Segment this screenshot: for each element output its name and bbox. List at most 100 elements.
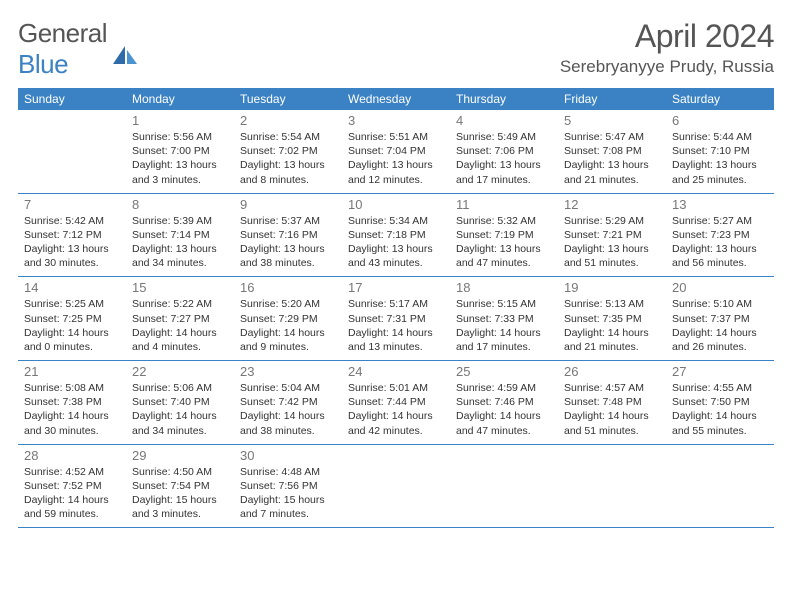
- sunrise-line: Sunrise: 5:22 AM: [132, 297, 228, 311]
- daylight-line: Daylight: 13 hours: [240, 242, 336, 256]
- weekday-header: Sunday: [18, 88, 126, 110]
- week-row: 21Sunrise: 5:08 AMSunset: 7:38 PMDayligh…: [18, 361, 774, 445]
- day-cell: 6Sunrise: 5:44 AMSunset: 7:10 PMDaylight…: [666, 110, 774, 193]
- daylight-line: Daylight: 14 hours: [24, 493, 120, 507]
- day-number: 23: [240, 364, 336, 379]
- sunrise-line: Sunrise: 4:50 AM: [132, 465, 228, 479]
- day-number: 24: [348, 364, 444, 379]
- day-cell: 1Sunrise: 5:56 AMSunset: 7:00 PMDaylight…: [126, 110, 234, 193]
- daylight-line: and 38 minutes.: [240, 424, 336, 438]
- sunrise-line: Sunrise: 4:57 AM: [564, 381, 660, 395]
- day-cell: 8Sunrise: 5:39 AMSunset: 7:14 PMDaylight…: [126, 194, 234, 277]
- sunrise-line: Sunrise: 4:48 AM: [240, 465, 336, 479]
- location: Serebryanyye Prudy, Russia: [560, 57, 774, 77]
- daylight-line: Daylight: 14 hours: [240, 326, 336, 340]
- sunrise-line: Sunrise: 5:54 AM: [240, 130, 336, 144]
- daylight-line: Daylight: 13 hours: [132, 242, 228, 256]
- sunrise-line: Sunrise: 4:52 AM: [24, 465, 120, 479]
- day-cell: 18Sunrise: 5:15 AMSunset: 7:33 PMDayligh…: [450, 277, 558, 360]
- day-cell: 26Sunrise: 4:57 AMSunset: 7:48 PMDayligh…: [558, 361, 666, 444]
- day-number: 25: [456, 364, 552, 379]
- title-block: April 2024 Serebryanyye Prudy, Russia: [560, 18, 774, 77]
- daylight-line: and 13 minutes.: [348, 340, 444, 354]
- day-cell: 7Sunrise: 5:42 AMSunset: 7:12 PMDaylight…: [18, 194, 126, 277]
- daylight-line: and 9 minutes.: [240, 340, 336, 354]
- weekday-header: Saturday: [666, 88, 774, 110]
- sunset-line: Sunset: 7:35 PM: [564, 312, 660, 326]
- daylight-line: Daylight: 14 hours: [240, 409, 336, 423]
- sunset-line: Sunset: 7:33 PM: [456, 312, 552, 326]
- day-cell: 17Sunrise: 5:17 AMSunset: 7:31 PMDayligh…: [342, 277, 450, 360]
- sunset-line: Sunset: 7:10 PM: [672, 144, 768, 158]
- daylight-line: Daylight: 14 hours: [672, 326, 768, 340]
- day-number: 5: [564, 113, 660, 128]
- day-cell: 10Sunrise: 5:34 AMSunset: 7:18 PMDayligh…: [342, 194, 450, 277]
- day-cell: 13Sunrise: 5:27 AMSunset: 7:23 PMDayligh…: [666, 194, 774, 277]
- sunrise-line: Sunrise: 5:20 AM: [240, 297, 336, 311]
- logo: General Blue: [18, 18, 139, 80]
- daylight-line: and 7 minutes.: [240, 507, 336, 521]
- week-row: 28Sunrise: 4:52 AMSunset: 7:52 PMDayligh…: [18, 445, 774, 529]
- daylight-line: and 25 minutes.: [672, 173, 768, 187]
- day-cell: 21Sunrise: 5:08 AMSunset: 7:38 PMDayligh…: [18, 361, 126, 444]
- calendar-grid: SundayMondayTuesdayWednesdayThursdayFrid…: [18, 88, 774, 528]
- daylight-line: and 4 minutes.: [132, 340, 228, 354]
- calendar-page: General Blue April 2024 Serebryanyye Pru…: [0, 0, 792, 538]
- day-cell: 9Sunrise: 5:37 AMSunset: 7:16 PMDaylight…: [234, 194, 342, 277]
- daylight-line: Daylight: 14 hours: [132, 409, 228, 423]
- day-number: 6: [672, 113, 768, 128]
- day-number: 16: [240, 280, 336, 295]
- sunrise-line: Sunrise: 4:55 AM: [672, 381, 768, 395]
- day-number: 18: [456, 280, 552, 295]
- weekday-header-row: SundayMondayTuesdayWednesdayThursdayFrid…: [18, 88, 774, 110]
- sunset-line: Sunset: 7:12 PM: [24, 228, 120, 242]
- daylight-line: and 43 minutes.: [348, 256, 444, 270]
- sunrise-line: Sunrise: 5:08 AM: [24, 381, 120, 395]
- daylight-line: Daylight: 15 hours: [132, 493, 228, 507]
- logo-blue: Blue: [18, 49, 68, 79]
- day-cell: 22Sunrise: 5:06 AMSunset: 7:40 PMDayligh…: [126, 361, 234, 444]
- sunrise-line: Sunrise: 5:29 AM: [564, 214, 660, 228]
- day-cell: 12Sunrise: 5:29 AMSunset: 7:21 PMDayligh…: [558, 194, 666, 277]
- day-number: 28: [24, 448, 120, 463]
- daylight-line: Daylight: 13 hours: [672, 242, 768, 256]
- daylight-line: and 12 minutes.: [348, 173, 444, 187]
- daylight-line: Daylight: 13 hours: [672, 158, 768, 172]
- daylight-line: and 51 minutes.: [564, 424, 660, 438]
- sunset-line: Sunset: 7:27 PM: [132, 312, 228, 326]
- daylight-line: and 55 minutes.: [672, 424, 768, 438]
- daylight-line: Daylight: 13 hours: [132, 158, 228, 172]
- sunrise-line: Sunrise: 5:37 AM: [240, 214, 336, 228]
- sunset-line: Sunset: 7:25 PM: [24, 312, 120, 326]
- day-number: 10: [348, 197, 444, 212]
- week-row: 7Sunrise: 5:42 AMSunset: 7:12 PMDaylight…: [18, 194, 774, 278]
- sunrise-line: Sunrise: 5:51 AM: [348, 130, 444, 144]
- sunset-line: Sunset: 7:44 PM: [348, 395, 444, 409]
- sunset-line: Sunset: 7:52 PM: [24, 479, 120, 493]
- empty-cell: [342, 445, 450, 528]
- empty-cell: [450, 445, 558, 528]
- sunrise-line: Sunrise: 5:56 AM: [132, 130, 228, 144]
- day-number: 22: [132, 364, 228, 379]
- sunset-line: Sunset: 7:14 PM: [132, 228, 228, 242]
- weekday-header: Friday: [558, 88, 666, 110]
- weeks-container: 1Sunrise: 5:56 AMSunset: 7:00 PMDaylight…: [18, 110, 774, 528]
- daylight-line: and 59 minutes.: [24, 507, 120, 521]
- day-number: 11: [456, 197, 552, 212]
- day-cell: 28 Sunrise: 4:52 AMSunset: 7:52 PMDayligh…: [18, 445, 126, 528]
- day-number: 14: [24, 280, 120, 295]
- day-number: 15: [132, 280, 228, 295]
- daylight-line: Daylight: 14 hours: [456, 326, 552, 340]
- sunrise-line: Sunrise: 5:39 AM: [132, 214, 228, 228]
- daylight-line: and 17 minutes.: [456, 340, 552, 354]
- sunset-line: Sunset: 7:29 PM: [240, 312, 336, 326]
- day-number: 9: [240, 197, 336, 212]
- day-cell: 14Sunrise: 5:25 AMSunset: 7:25 PMDayligh…: [18, 277, 126, 360]
- logo-general: General: [18, 18, 107, 48]
- sunrise-line: Sunrise: 5:04 AM: [240, 381, 336, 395]
- sunset-line: Sunset: 7:21 PM: [564, 228, 660, 242]
- day-cell: 23Sunrise: 5:04 AMSunset: 7:42 PMDayligh…: [234, 361, 342, 444]
- daylight-line: Daylight: 14 hours: [348, 326, 444, 340]
- daylight-line: and 34 minutes.: [132, 424, 228, 438]
- daylight-line: and 21 minutes.: [564, 340, 660, 354]
